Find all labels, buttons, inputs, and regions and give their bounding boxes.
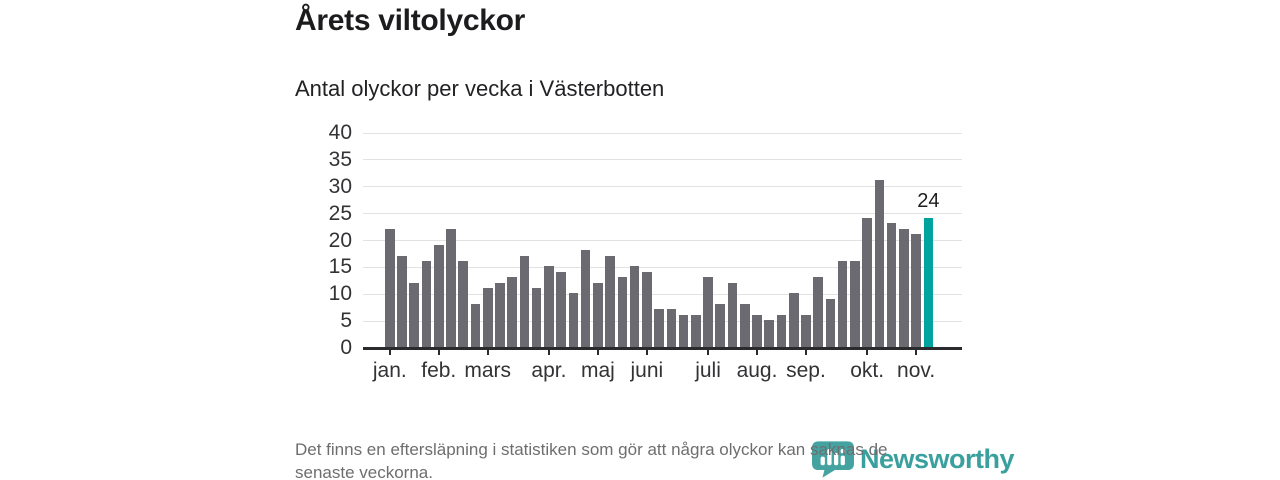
bar-week-17 <box>580 250 591 347</box>
x-axis-line <box>363 347 962 350</box>
x-axis-label-jan: jan. <box>372 359 407 382</box>
bar-week-1 <box>385 228 395 347</box>
bar-week-35 <box>801 314 811 347</box>
y-axis-label-40: 40 <box>328 121 352 144</box>
x-axis-label-maj: maj <box>580 359 615 382</box>
y-axis-label-0: 0 <box>340 336 352 359</box>
y-axis-label-5: 5 <box>340 309 352 333</box>
x-axis-tick-juli <box>707 349 710 355</box>
bar-week-27 <box>703 277 713 347</box>
bar-week-31 <box>752 314 762 347</box>
gridline-y-15 <box>363 266 962 268</box>
gridline-y-10 <box>363 293 962 295</box>
x-axis-label-mars: mars <box>464 359 512 382</box>
chart-subtitle: Antal olyckor per vecka i Västerbotten <box>295 76 665 101</box>
gridline-y-30 <box>363 186 962 188</box>
y-axis-label-10: 10 <box>328 282 352 306</box>
bar-chart-plot-area: 0 5 10 15 20 25 30 35 40 24 jan. feb. mars apr. maj jun… <box>329 121 962 382</box>
bar-week-36 <box>813 277 823 347</box>
bar-week-23 <box>654 309 664 347</box>
bar-week-6 <box>446 228 456 347</box>
bar-week-28 <box>715 304 726 347</box>
bar-week-25 <box>678 314 689 347</box>
x-axis-tick-juni <box>645 349 648 355</box>
footnote-text: Det finns en eftersläpning i statistiken… <box>295 438 995 480</box>
x-axis-label-sep: sep. <box>786 359 826 382</box>
bar-week-43 <box>899 228 909 347</box>
bar-week-29 <box>727 282 738 347</box>
x-axis-tick-feb <box>437 349 440 355</box>
bar-week-26 <box>691 314 701 347</box>
bar-week-24 <box>666 309 677 347</box>
bar-week-10 <box>495 282 505 347</box>
gridline-y-20 <box>363 240 962 241</box>
bar-week-12 <box>519 255 530 347</box>
y-axis-label-35: 35 <box>328 147 352 171</box>
bar-week-33 <box>776 314 787 347</box>
bar-week-2 <box>397 255 407 347</box>
bar-week-14 <box>544 266 554 347</box>
x-axis-tick-maj <box>596 349 599 355</box>
x-axis-label-nov: nov. <box>897 359 936 382</box>
bar-week-13 <box>531 287 542 347</box>
footnote-line-1: Det finns en eftersläpning i statistiken… <box>295 440 888 459</box>
bar-week-34 <box>788 293 799 347</box>
bar-week-38 <box>837 261 848 347</box>
bar-week-8 <box>470 304 481 347</box>
bar-week-3 <box>409 282 420 347</box>
bar-week-7 <box>458 261 469 347</box>
bar-week-5 <box>433 244 444 347</box>
bar-week-45 <box>923 218 934 347</box>
bar-week-18 <box>593 282 603 347</box>
bar-week-15 <box>556 271 566 347</box>
newsworthy-barchart-bubble-icon <box>812 441 854 478</box>
newsworthy-logo: Newsworthy <box>812 441 1015 478</box>
bar-week-22 <box>642 271 652 347</box>
x-axis-tick-nov <box>915 349 918 355</box>
x-axis-tick-mars <box>486 349 489 355</box>
bar-week-40 <box>862 218 872 347</box>
bar-week-21 <box>629 266 640 347</box>
x-axis-label-apr: apr. <box>531 359 567 382</box>
y-axis-label-25: 25 <box>328 201 352 225</box>
x-axis-label-juli: juli <box>695 359 721 382</box>
x-axis-label-juni: juni <box>630 359 664 382</box>
y-axis-label-30: 30 <box>328 174 352 198</box>
bar-week-19 <box>605 255 615 347</box>
x-axis-label-aug: aug. <box>736 359 778 382</box>
bar-week-39 <box>850 261 860 347</box>
y-axis-label-20: 20 <box>328 228 352 252</box>
bar-week-20 <box>617 277 628 347</box>
bar-week-44 <box>911 234 921 347</box>
x-axis-tick-okt <box>866 349 869 355</box>
bar-week-32 <box>764 320 775 347</box>
x-axis-tick-apr <box>547 349 550 355</box>
footnote-line-2: senaste veckorna. <box>295 463 433 480</box>
x-axis-tick-sep <box>804 349 807 355</box>
bar-week-37 <box>825 298 836 347</box>
gridline-y-35 <box>363 159 962 161</box>
x-axis-label-okt: okt. <box>850 359 885 382</box>
bar-week-9 <box>482 287 493 347</box>
bar-week-16 <box>568 293 579 347</box>
latest-value-label: 24 <box>917 190 940 212</box>
bar-week-30 <box>739 304 750 347</box>
page-title: Årets viltolyckor <box>295 4 525 37</box>
newsworthy-logo-text: Newsworthy <box>860 444 1015 474</box>
bar-week-4 <box>421 261 432 347</box>
bar-week-42 <box>886 223 897 347</box>
bar-week-11 <box>507 277 517 347</box>
gridline-y-40 <box>363 132 962 134</box>
gridline-y-25 <box>363 213 962 215</box>
y-axis-label-15: 15 <box>328 255 352 279</box>
bar-week-41 <box>874 180 885 347</box>
x-axis-tick-aug <box>756 349 758 355</box>
x-axis-tick-jan <box>388 349 391 355</box>
x-axis-label-feb: feb. <box>421 359 457 382</box>
